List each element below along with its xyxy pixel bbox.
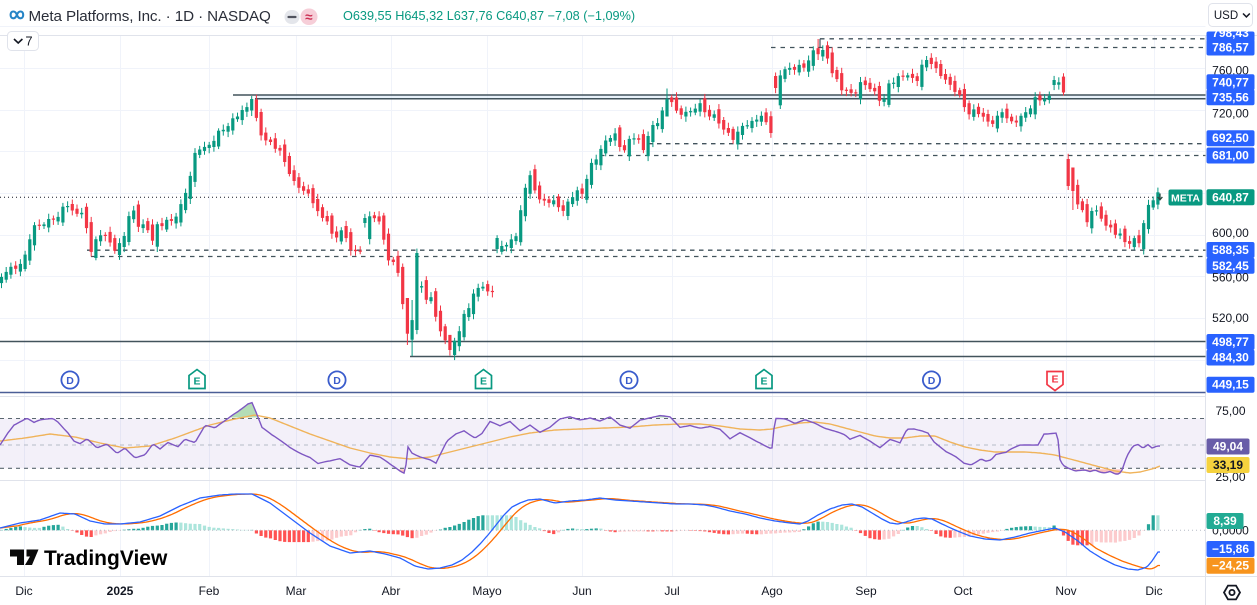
- svg-text:Nov: Nov: [1055, 584, 1076, 598]
- svg-text:E: E: [193, 376, 200, 388]
- svg-text:Mar: Mar: [286, 584, 307, 598]
- svg-text:692,50: 692,50: [1212, 131, 1249, 145]
- svg-text:Dic: Dic: [1145, 584, 1162, 598]
- svg-text:681,00: 681,00: [1212, 149, 1249, 163]
- svg-text:−15,86: −15,86: [1212, 542, 1249, 556]
- svg-text:Meta Platforms, Inc. · 1D · NA: Meta Platforms, Inc. · 1D · NASDAQ: [29, 8, 271, 25]
- svg-text:8,39: 8,39: [1213, 514, 1237, 528]
- svg-text:Jul: Jul: [664, 584, 679, 598]
- svg-text:D: D: [333, 375, 341, 387]
- svg-text:735,56: 735,56: [1212, 90, 1249, 104]
- svg-text:D: D: [625, 375, 633, 387]
- svg-text:−24,25: −24,25: [1212, 559, 1249, 573]
- svg-text:Oct: Oct: [954, 584, 973, 598]
- svg-text:D: D: [928, 375, 936, 387]
- svg-text:720,00: 720,00: [1212, 107, 1249, 121]
- svg-text:USD: USD: [1214, 10, 1238, 22]
- svg-text:560,00: 560,00: [1212, 271, 1249, 285]
- svg-text:Abr: Abr: [382, 584, 401, 598]
- svg-text:2025: 2025: [107, 584, 134, 598]
- svg-text:49,04: 49,04: [1213, 440, 1243, 454]
- svg-text:Dic: Dic: [15, 584, 32, 598]
- svg-text:75,00: 75,00: [1215, 404, 1245, 418]
- svg-text:449,15: 449,15: [1212, 378, 1249, 392]
- svg-text:582,45: 582,45: [1212, 259, 1249, 273]
- svg-text:O639,55 H645,32 L637,76 C640,8: O639,55 H645,32 L637,76 C640,87 −7,08 (−…: [343, 9, 635, 23]
- svg-text:TradingView: TradingView: [44, 547, 168, 570]
- svg-text:520,00: 520,00: [1212, 311, 1249, 325]
- svg-text:498,77: 498,77: [1212, 335, 1249, 349]
- svg-text:7: 7: [25, 34, 32, 49]
- svg-text:484,30: 484,30: [1212, 351, 1249, 365]
- svg-text:Ago: Ago: [761, 584, 783, 598]
- svg-text:E: E: [1051, 374, 1058, 386]
- svg-text:760,00: 760,00: [1212, 64, 1249, 78]
- svg-text:33,19: 33,19: [1213, 458, 1243, 472]
- svg-text:E: E: [480, 376, 487, 388]
- svg-text:≈: ≈: [305, 10, 313, 25]
- svg-text:740,77: 740,77: [1212, 75, 1249, 89]
- svg-text:Sep: Sep: [855, 584, 877, 598]
- svg-text:798,43: 798,43: [1212, 26, 1249, 40]
- svg-text:Jun: Jun: [572, 584, 591, 598]
- svg-text:D: D: [66, 375, 74, 387]
- svg-text:640,87: 640,87: [1212, 190, 1249, 204]
- svg-text:786,57: 786,57: [1212, 41, 1249, 55]
- svg-text:25,00: 25,00: [1215, 470, 1245, 484]
- svg-text:Mayo: Mayo: [472, 584, 502, 598]
- svg-text:E: E: [760, 376, 767, 388]
- svg-text:Feb: Feb: [199, 584, 220, 598]
- svg-text:600,00: 600,00: [1212, 226, 1249, 240]
- svg-text:META: META: [1171, 193, 1200, 205]
- svg-text:588,35: 588,35: [1212, 243, 1249, 257]
